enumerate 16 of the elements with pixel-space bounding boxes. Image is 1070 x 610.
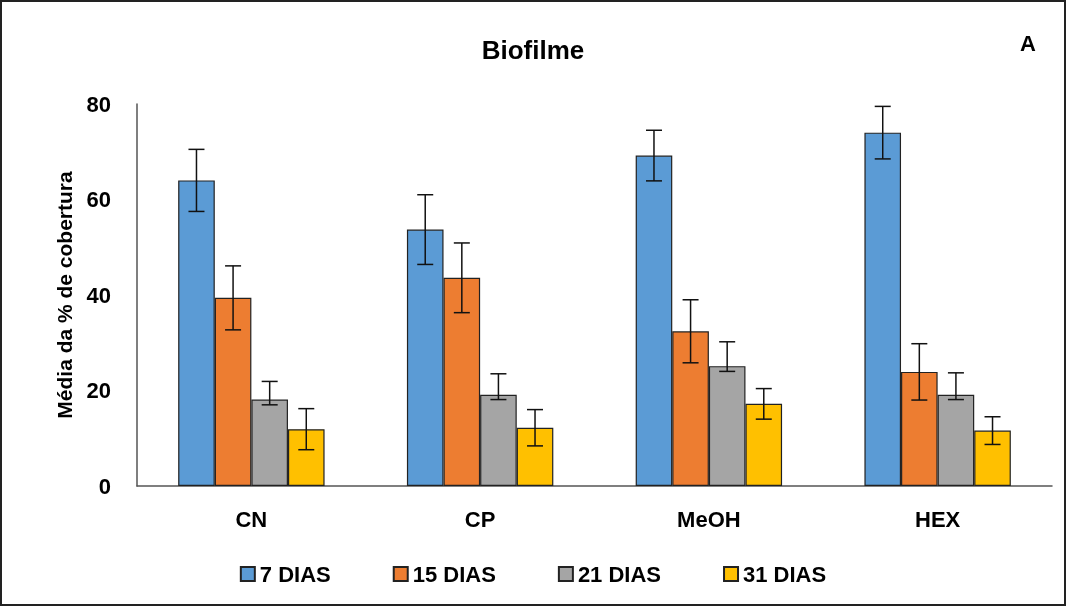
y-tick-label: 80 xyxy=(86,91,111,117)
legend-label: 31 DIAS xyxy=(743,561,827,587)
legend-label: 7 DIAS xyxy=(259,561,331,587)
legend-label: 15 DIAS xyxy=(412,561,496,587)
x-tick-label: CP xyxy=(464,506,496,532)
y-tick-label: 40 xyxy=(86,282,111,308)
y-tick-label: 60 xyxy=(86,187,111,212)
chart-title: Biofilme xyxy=(481,35,585,65)
x-tick-label: MeOH xyxy=(677,506,741,532)
x-tick-label: CN xyxy=(235,506,268,532)
y-axis-title: Média da % de cobertura xyxy=(53,170,76,419)
text: A xyxy=(1020,30,1037,56)
y-tick-label: 20 xyxy=(86,378,111,403)
legend-label: 21 DIAS xyxy=(577,561,662,587)
y-tick-label: 0 xyxy=(98,473,111,499)
x-tick-label: HEX xyxy=(915,506,961,532)
